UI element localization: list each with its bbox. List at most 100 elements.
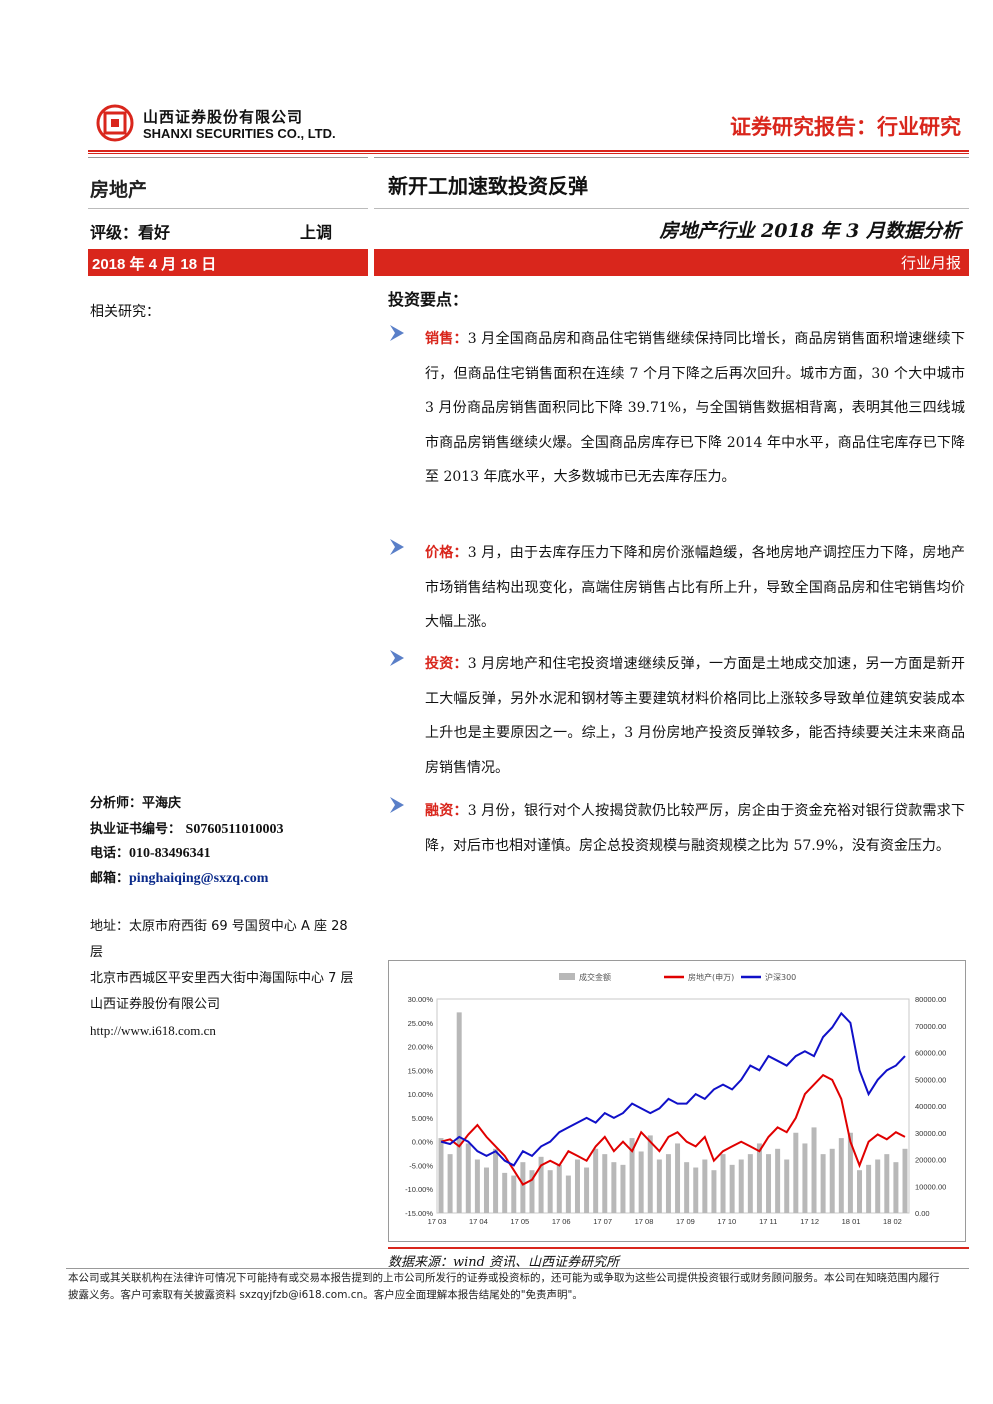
x-tick-label: 17 10 — [717, 1217, 736, 1226]
x-tick-label: 18 01 — [842, 1217, 861, 1226]
volume-bar — [675, 1143, 681, 1213]
rating-change: 上调 — [300, 223, 333, 242]
y-left-tick-label: -15.00% — [405, 1209, 433, 1218]
arrow-bullet-icon — [390, 539, 404, 555]
volume-bar — [747, 1154, 753, 1213]
volume-bar — [638, 1151, 644, 1213]
volume-bar — [547, 1170, 553, 1213]
volume-bar — [756, 1143, 762, 1213]
legend-label: 成交金额 — [579, 972, 611, 982]
volume-bar — [884, 1154, 890, 1213]
analyst-name: 平海庆 — [142, 796, 182, 811]
x-tick-label: 17 04 — [469, 1217, 488, 1226]
volume-bar — [538, 1156, 544, 1213]
market-chart-svg: 30.00% 25.00% 20.00% 15.00% 10.00% 5.00% 0.00%… — [405, 972, 946, 1226]
volume-bar — [738, 1159, 744, 1213]
phone-value: 010-83496341 — [129, 846, 211, 861]
y-left-tick-label: -5.00% — [409, 1161, 433, 1170]
volume-bar — [565, 1175, 571, 1213]
y-left-tick-label: 20.00% — [408, 1043, 434, 1052]
date-bar — [88, 249, 368, 276]
y-left-tick-label: 5.00% — [412, 1114, 434, 1123]
volume-bar — [511, 1175, 517, 1213]
email-link[interactable]: pinghaiqing@sxzq.com — [129, 871, 269, 886]
key-point-text: 销售：3 月全国商品房和商品住宅销售继续保持同比增长，商品房销售面积增速继续下行… — [425, 322, 965, 495]
volume-bar — [483, 1167, 489, 1213]
volume-bar — [438, 1138, 444, 1213]
cert-line: 执业证书编号： S0760511010003 — [90, 818, 284, 838]
rating-label: 评级：看好 — [90, 223, 171, 242]
arrow-bullet-icon — [390, 650, 404, 666]
volume-bar — [665, 1154, 671, 1213]
y-right-tick-label: 60000.00 — [915, 1049, 946, 1058]
volume-bar — [893, 1162, 899, 1213]
report-date: 2018 年 4 月 18 日 — [92, 256, 217, 273]
volume-bar — [784, 1159, 790, 1213]
volume-bar — [529, 1170, 535, 1213]
left-divider-top — [88, 157, 368, 158]
volume-bar — [866, 1164, 872, 1213]
chart-divider — [388, 1247, 969, 1249]
x-tick-label: 17 03 — [428, 1217, 447, 1226]
address-block: 地址：太原市府西街 69 号国贸中心 A 座 28 层 北京市西城区平安里西大街… — [90, 914, 360, 1044]
key-point-body: 3 月房地产和住宅投资增速继续反弹，一方面是土地成交加速，另一方面是新开工大幅反… — [425, 656, 965, 776]
x-tick-label: 17 06 — [552, 1217, 571, 1226]
volume-bar — [793, 1132, 799, 1213]
volume-bar — [620, 1164, 626, 1213]
website-link[interactable]: http://www.i618.com.cn — [90, 1023, 216, 1038]
y-left-tick-label: -10.00% — [405, 1185, 433, 1194]
volume-bar — [857, 1170, 863, 1213]
y-right-tick-label: 50000.00 — [915, 1075, 946, 1084]
cert-label: 执业证书编号： — [90, 822, 182, 837]
email-line: 邮箱：pinghaiqing@sxzq.com — [90, 867, 268, 887]
x-tick-label: 17 11 — [759, 1217, 777, 1226]
y-right-tick-label: 30000.00 — [915, 1129, 946, 1138]
key-point-text: 融资：3 月份，银行对个人按揭贷款仍比较严厉，房企由于资金充裕对银行贷款需求下降… — [425, 794, 965, 863]
volume-bar — [820, 1154, 826, 1213]
key-point-body: 3 月，由于去库存压力下降和房价涨幅趋缓，各地房地产调控压力下降，房地产市场销售… — [425, 545, 965, 630]
volume-bar — [829, 1148, 835, 1213]
related-research-label: 相关研究： — [90, 304, 160, 320]
volume-bar — [447, 1154, 453, 1213]
volume-bar — [584, 1167, 590, 1213]
arrow-bullet-icon — [390, 325, 404, 341]
title-divider — [374, 157, 969, 158]
report-type-label: 证券研究报告：行业研究 — [730, 115, 961, 139]
report-kind: 行业月报 — [900, 254, 961, 272]
volume-bar — [593, 1148, 599, 1213]
key-point-keyword: 投资： — [425, 656, 468, 672]
phone-label: 电话： — [90, 846, 130, 861]
y-left-tick-label: 15.00% — [408, 1066, 434, 1075]
phone-line: 电话：010-83496341 — [90, 842, 211, 862]
address-line-1: 地址：太原市府西街 69 号国贸中心 A 座 28 层 — [90, 919, 348, 960]
footer-divider — [66, 1268, 969, 1269]
y-right-tick-label: 0.00 — [915, 1209, 930, 1218]
arrow-bullet-icon — [390, 797, 404, 813]
volume-bar — [693, 1167, 699, 1213]
volume-bar — [647, 1135, 653, 1213]
disclaimer: 本公司或其关联机构在法律许可情况下可能持有或交易本报告提到的上市公司所发行的证券… — [68, 1272, 940, 1301]
company-line: 山西证券股份有限公司 — [90, 997, 221, 1012]
y-right-tick-label: 10000.00 — [915, 1182, 946, 1191]
real-estate-index-line — [440, 1073, 906, 1186]
volume-bar — [847, 1132, 853, 1213]
volume-bar — [766, 1154, 772, 1213]
volume-bar — [656, 1159, 662, 1213]
data-source: 数据来源：wind 资讯、山西证券研究所 — [388, 1255, 620, 1270]
volume-bar — [520, 1162, 526, 1213]
x-tick-label: 18 02 — [883, 1217, 902, 1226]
key-point-text: 价格：3 月，由于去库存压力下降和房价涨幅趋缓，各地房地产调控压力下降，房地产市… — [425, 536, 965, 640]
key-point-text: 投资：3 月房地产和住宅投资增速继续反弹，一方面是土地成交加速，另一方面是新开工… — [425, 647, 965, 785]
volume-bar — [702, 1159, 708, 1213]
volume-bar — [802, 1143, 808, 1213]
volume-bar — [502, 1172, 508, 1213]
volume-bar — [902, 1148, 908, 1213]
volume-bar — [811, 1127, 817, 1213]
key-point-keyword: 销售： — [425, 331, 468, 347]
x-tick-label: 17 07 — [593, 1217, 612, 1226]
y-right-tick-label: 20000.00 — [915, 1156, 946, 1165]
volume-bar — [775, 1148, 781, 1213]
volume-bar — [474, 1159, 480, 1213]
x-tick-label: 17 09 — [676, 1217, 695, 1226]
csi300-line — [440, 1011, 906, 1167]
